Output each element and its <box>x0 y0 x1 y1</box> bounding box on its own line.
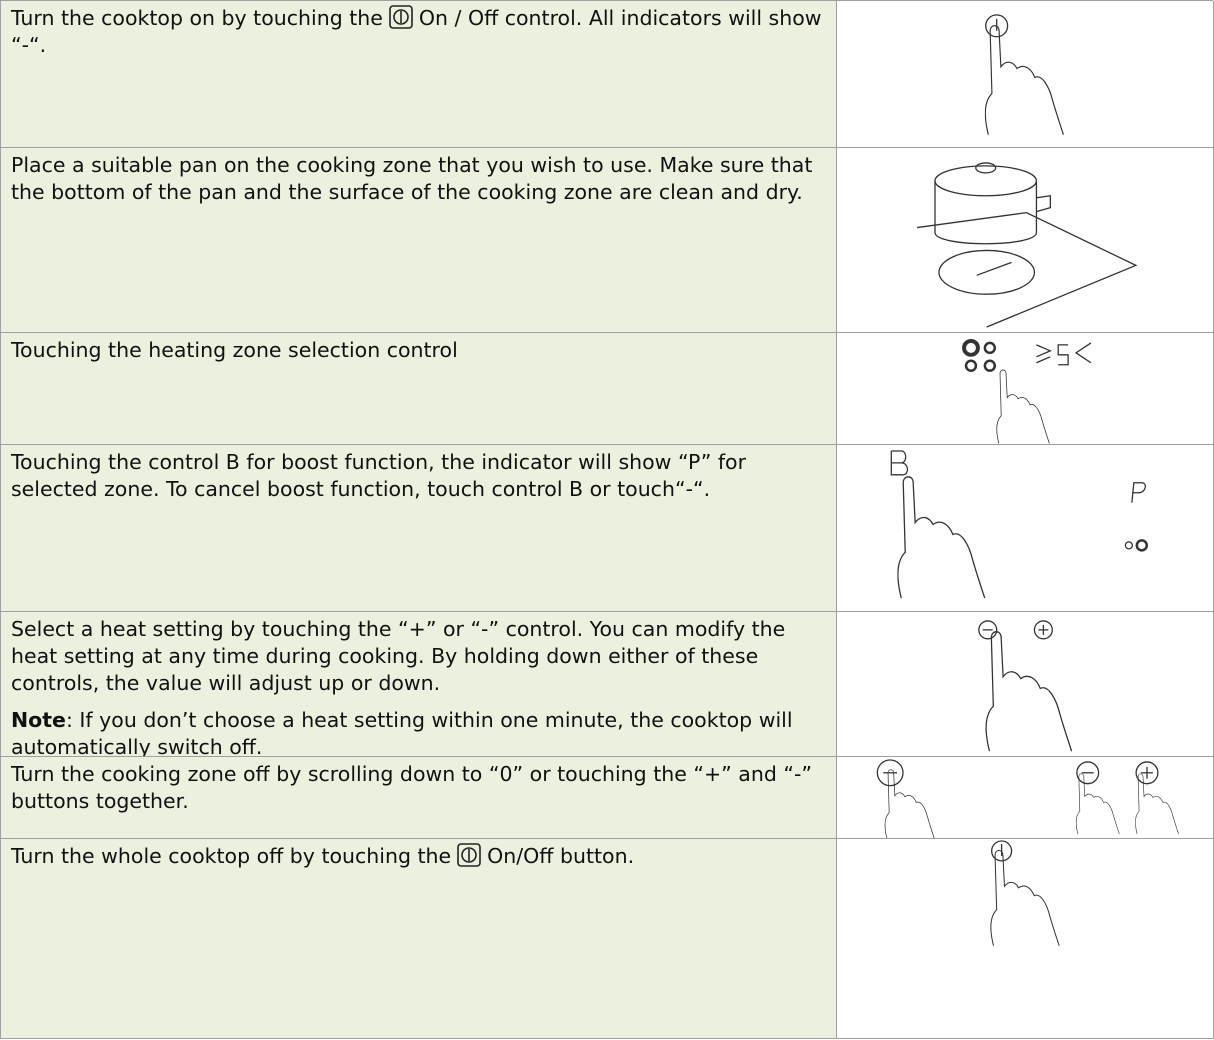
power-icon <box>389 5 413 29</box>
zone-select <box>962 338 1092 444</box>
text: Turn the whole cooktop off by touching t… <box>11 844 452 868</box>
hand-power <box>984 14 1065 136</box>
illustration <box>837 839 1214 1039</box>
text: Turn the cooktop on by touching the <box>11 6 383 30</box>
note-label: Note <box>11 708 66 732</box>
text: Touching the heating zone selection cont… <box>11 338 458 362</box>
illustration <box>837 333 1214 445</box>
note-text: : If you don’t choose a heat setting wit… <box>11 708 793 757</box>
text: On / Off control. All indicators will sh… <box>11 6 822 57</box>
text: Place a suitable pan on the cooking zone… <box>11 153 813 204</box>
pan-on-hob <box>916 162 1138 328</box>
illustration <box>837 1 1214 148</box>
step-text: Turn the cooking zone off by scrolling d… <box>1 757 837 839</box>
illustration <box>837 757 1214 839</box>
illustration <box>837 445 1214 612</box>
power-icon <box>457 843 481 867</box>
step-text: Touching the control B for boost functio… <box>1 445 837 612</box>
note: Note: If you don’t choose a heat setting… <box>11 707 826 757</box>
step-text: Select a heat setting by touching the “+… <box>1 612 837 757</box>
plus-minus <box>978 620 1073 752</box>
zone-off <box>876 759 1179 838</box>
step-text: Touching the heating zone selection cont… <box>1 333 837 445</box>
text: Select a heat setting by touching the “+… <box>11 617 786 695</box>
step-text: Turn the whole cooktop off by touching t… <box>1 839 837 1039</box>
illustration <box>837 148 1214 333</box>
text: Touching the control B for boost functio… <box>11 450 747 501</box>
text: On/Off button. <box>487 844 635 868</box>
step-text: Place a suitable pan on the cooking zone… <box>1 148 837 333</box>
hand-power <box>990 840 1060 947</box>
step-text: Turn the cooktop on by touching the On / … <box>1 1 837 148</box>
illustration <box>837 612 1214 757</box>
text: Turn the cooking zone off by scrolling d… <box>11 762 813 813</box>
boost <box>890 450 1149 599</box>
